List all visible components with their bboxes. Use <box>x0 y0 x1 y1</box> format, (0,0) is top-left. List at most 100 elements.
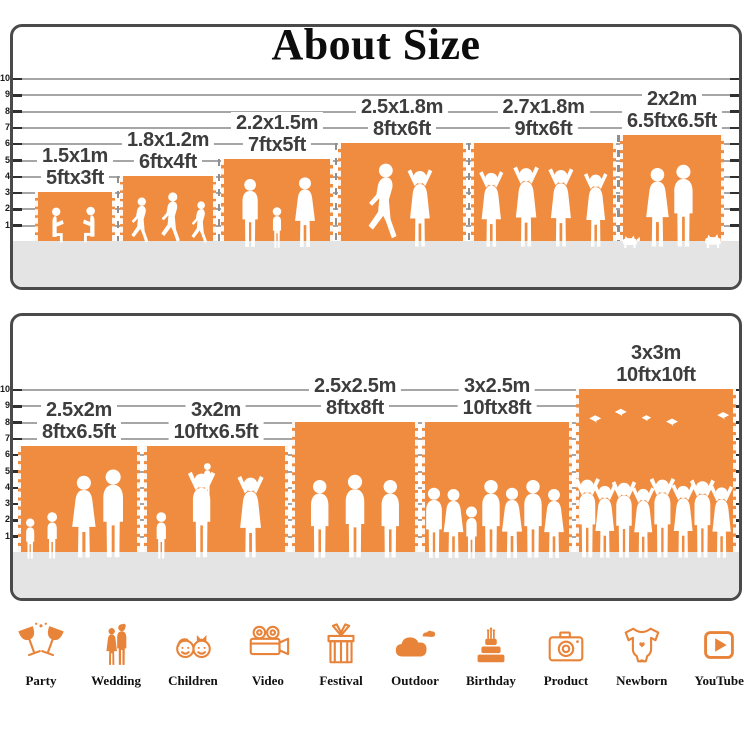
size-label-feet: 9ftx6ft <box>509 118 578 140</box>
birthday-icon <box>477 627 505 663</box>
person-silhouette <box>622 235 641 249</box>
silhouette-scene <box>52 206 95 243</box>
backdrop-rect <box>144 446 288 552</box>
size-label: 2.5x2.5m 8ftx8ft <box>308 375 402 419</box>
person-silhouette <box>631 487 655 558</box>
person-silhouette <box>25 518 35 559</box>
axis-tick-label: 1 <box>4 219 10 230</box>
separator-dashed <box>217 159 220 241</box>
category-newborn: Newborn <box>616 622 667 689</box>
person-silhouette <box>272 207 282 248</box>
axis-tick-label: 9 <box>4 400 10 411</box>
gridline <box>13 78 739 80</box>
size-label-feet: 8ftx6ft <box>368 118 436 140</box>
outdoor-icon <box>395 630 436 657</box>
axis-tick-label: 3 <box>4 498 10 509</box>
axis-tick <box>730 224 739 227</box>
backdrop-size-option: 2.5x2m 8ftx6.5ft <box>18 399 140 559</box>
category-label: Festival <box>319 673 363 688</box>
axis-tick-label: 6 <box>4 449 10 460</box>
person-silhouette <box>501 487 523 558</box>
category-label: Product <box>543 673 589 688</box>
gridline <box>13 94 739 97</box>
children-icon <box>176 634 211 659</box>
axis-tick-label: 1 <box>4 530 10 541</box>
person-silhouette <box>593 484 617 558</box>
person-silhouette <box>674 164 693 247</box>
axis-tick <box>730 191 739 195</box>
floor <box>13 241 739 287</box>
person-silhouette <box>345 474 365 558</box>
axis-tick <box>13 224 22 227</box>
separator-dashed <box>116 176 119 241</box>
axis-tick <box>13 208 22 211</box>
silhouette-scene <box>156 463 264 559</box>
newborn-icon <box>624 627 660 663</box>
axis-tick <box>13 405 22 408</box>
size-label-metric: 2.5x1.8m <box>355 96 449 118</box>
axis-tick-label: 4 <box>4 170 10 181</box>
category-festival: Festival <box>318 622 364 689</box>
person-silhouette <box>524 479 542 558</box>
backdrop-size-option: 2.7x1.8m 9ftx6ft <box>471 96 616 247</box>
separator-dashed <box>467 143 470 241</box>
wedding-icon <box>106 623 127 665</box>
silhouette-scene <box>622 164 725 249</box>
axis-tick-label: 4 <box>4 481 10 492</box>
backdrop-rect <box>620 135 724 241</box>
person-silhouette <box>646 167 669 247</box>
size-label-feet: 10ftx8ft <box>457 397 537 419</box>
backdrop-rect <box>35 192 115 241</box>
axis-tick-label: 6 <box>4 138 10 149</box>
axis-tick-label: 7 <box>4 121 10 132</box>
category-label: Outdoor <box>391 673 439 688</box>
axis-tick <box>13 175 22 179</box>
size-label-feet: 7ftx5ft <box>243 134 311 156</box>
person-silhouette <box>611 481 637 558</box>
size-label: 2.5x2m 8ftx6.5ft <box>37 399 121 443</box>
y-axis-small-panel: 1 2 3 4 5 6 7 8 9 10 <box>0 0 10 750</box>
floor <box>13 552 739 598</box>
axis-tick-label: 5 <box>4 154 10 165</box>
category-product: Product <box>543 622 589 689</box>
axis-tick <box>730 77 739 81</box>
person-silhouette <box>717 411 730 420</box>
person-silhouette <box>641 415 652 422</box>
person-silhouette <box>548 168 574 247</box>
axis-tick <box>13 94 22 97</box>
axis-tick-label: 3 <box>4 187 10 198</box>
person-silhouette <box>191 201 208 243</box>
size-label: 1.5x1m 5ftx3ft <box>36 145 114 189</box>
person-silhouette <box>47 512 58 559</box>
party-icon <box>18 622 64 657</box>
size-label: 3x2m 10ftx6.5ft <box>168 399 264 443</box>
person-silhouette <box>237 475 264 558</box>
size-label: 2.2x1.5m 7ftx5ft <box>230 112 324 156</box>
person-silhouette <box>161 192 180 242</box>
person-silhouette <box>311 479 329 558</box>
size-label-feet: 6ftx4ft <box>134 151 202 173</box>
person-silhouette <box>671 484 695 558</box>
category-label: Wedding <box>91 673 141 688</box>
category-video: Video <box>245 622 291 689</box>
category-label: Video <box>251 673 284 688</box>
category-label: Children <box>168 673 218 688</box>
size-label: 2.5x1.8m 8ftx6ft <box>355 96 449 140</box>
category-children: Children <box>168 622 218 689</box>
size-label-feet: 8ftx8ft <box>321 397 389 419</box>
axis-tick <box>13 437 22 441</box>
silhouette-scene <box>311 474 399 558</box>
axis-tick-label: 5 <box>4 465 10 476</box>
person-silhouette <box>443 489 464 558</box>
person-silhouette <box>426 487 442 558</box>
person-silhouette <box>52 207 64 243</box>
backdrop-size-option: 3x2.5m 10ftx8ft <box>422 375 572 559</box>
size-label-metric: 2x2m <box>642 88 702 110</box>
category-youtube: YouTube <box>695 622 744 689</box>
person-silhouette <box>187 471 216 558</box>
axis-tick-label: 8 <box>4 416 10 427</box>
axis-tick-label: 8 <box>4 105 10 116</box>
axis-tick <box>13 110 22 113</box>
axis-tick <box>730 208 739 211</box>
